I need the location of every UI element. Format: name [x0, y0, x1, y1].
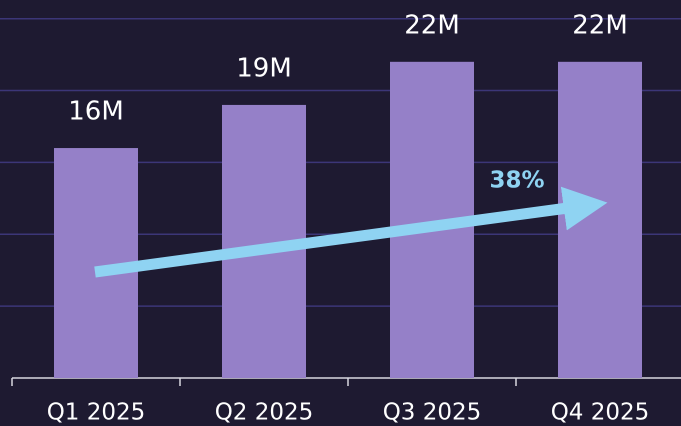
- value-label: 16M: [68, 97, 124, 127]
- value-label: 19M: [236, 53, 292, 83]
- annotation: 38%: [489, 168, 544, 194]
- value-label: 22M: [404, 10, 460, 40]
- bar: [558, 61, 642, 378]
- x-tick-label: Q1 2025: [47, 400, 146, 426]
- x-tick-label: Q4 2025: [551, 400, 650, 426]
- trend-arrow: [94, 186, 608, 278]
- x-tick-label: Q2 2025: [215, 400, 314, 426]
- value-label: 22M: [572, 10, 628, 40]
- x-tick-label: Q3 2025: [383, 400, 482, 426]
